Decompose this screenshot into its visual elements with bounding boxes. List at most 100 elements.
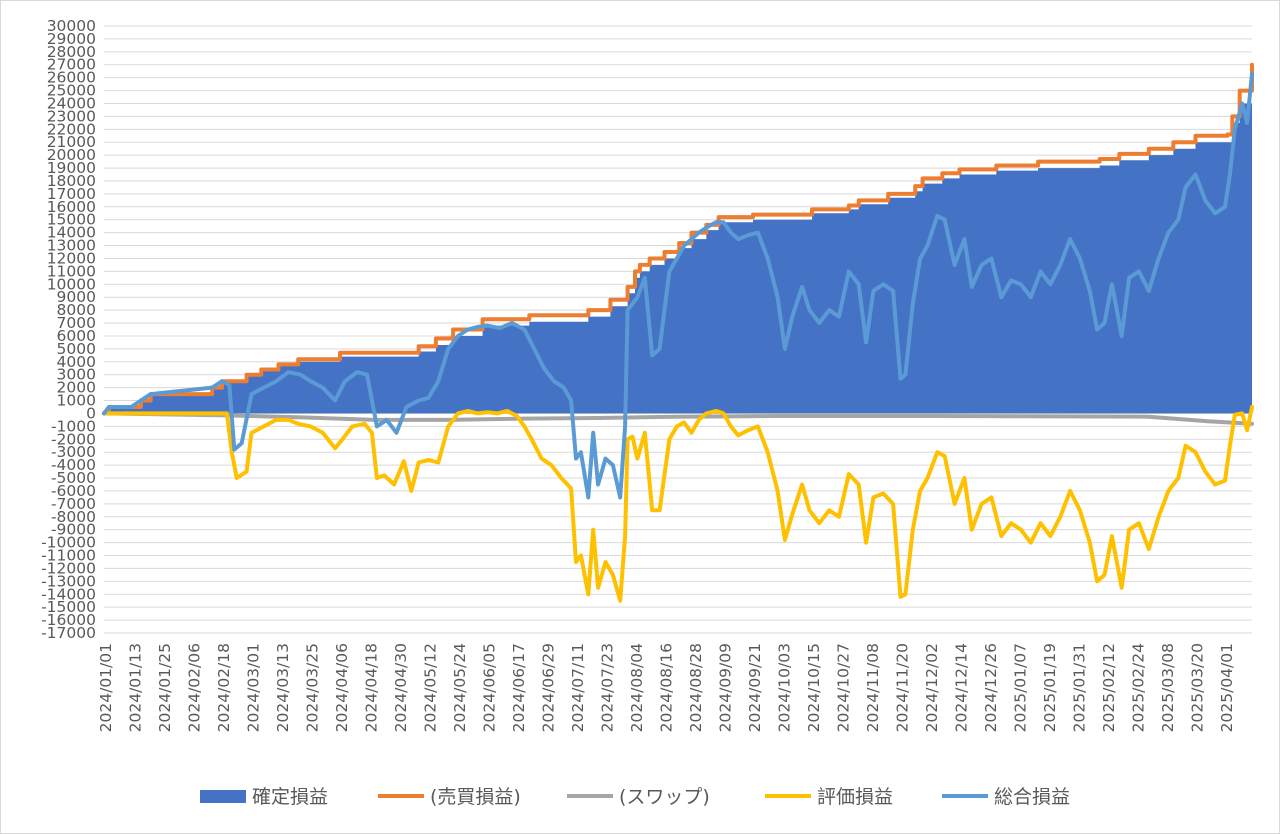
x-tick-label: 2024/06/17 [510, 643, 528, 732]
x-tick-label: 2025/01/19 [1041, 643, 1059, 732]
y-tick-label: 8000 [57, 301, 96, 319]
legend-swatch-confirmed-pl [200, 790, 246, 803]
x-tick-label: 2024/02/18 [215, 643, 233, 732]
y-tick-label: 10000 [47, 275, 96, 293]
y-tick-label: 17000 [47, 185, 96, 203]
x-tick-label: 2024/12/02 [923, 643, 941, 732]
plot-area [102, 62, 1254, 603]
y-tick-label: 3000 [57, 366, 96, 384]
y-tick-label: -8000 [51, 508, 96, 526]
y-tick-label: 2000 [57, 379, 96, 397]
y-tick-label: 4000 [57, 353, 96, 371]
y-tick-label: 25000 [47, 82, 96, 100]
x-tick-label: 2025/01/07 [1011, 643, 1029, 732]
x-tick-label: 2024/01/13 [126, 643, 144, 732]
x-tick-label: 2024/08/04 [628, 643, 646, 732]
y-tick-label: -6000 [51, 482, 96, 500]
x-tick-label: 2024/11/20 [893, 643, 911, 732]
y-tick-label: 16000 [47, 198, 96, 216]
series-trading-pl-line [102, 62, 1254, 416]
y-tick-label: 20000 [47, 146, 96, 164]
x-tick-label: 2025/02/24 [1129, 643, 1147, 732]
x-axis-tick-labels: 2024/01/01 2024/01/13 2024/01/25 2024/02/06… [97, 643, 1236, 732]
y-tick-label: 14000 [47, 224, 96, 242]
y-tick-label: 24000 [47, 94, 96, 112]
x-tick-label: 2024/03/01 [244, 643, 262, 732]
legend: 確定損益 (売買損益) (スワップ) 評価損益 総合損益 [200, 786, 1070, 808]
x-tick-label: 2024/06/05 [480, 643, 498, 732]
legend-label-confirmed-pl: 確定損益 [252, 786, 328, 808]
x-tick-label: 2024/05/12 [421, 643, 439, 732]
series-total-pl-line [102, 71, 1254, 500]
x-tick-label: 2024/04/30 [392, 643, 410, 732]
x-tick-label: 2024/03/13 [274, 643, 292, 732]
x-tick-label: 2024/03/25 [303, 643, 321, 732]
y-tick-label: 23000 [47, 107, 96, 125]
y-tick-label: -5000 [51, 469, 96, 487]
y-tick-label: 26000 [47, 69, 96, 87]
x-tick-label: 2025/03/08 [1159, 643, 1177, 732]
x-tick-label: 2025/02/12 [1100, 643, 1118, 732]
y-tick-label: -11000 [41, 547, 96, 565]
x-tick-label: 2024/08/16 [657, 643, 675, 732]
x-tick-label: 2024/12/26 [982, 643, 1000, 732]
x-tick-label: 2025/03/20 [1188, 643, 1206, 732]
y-tick-label: -14000 [41, 585, 96, 603]
x-tick-label: 2024/01/01 [97, 643, 115, 732]
y-tick-label: -15000 [41, 598, 96, 616]
x-tick-label: 2024/12/14 [952, 643, 970, 732]
y-tick-label: 13000 [47, 237, 96, 255]
y-tick-label: 15000 [47, 211, 96, 229]
y-tick-label: 11000 [47, 262, 96, 280]
x-tick-label: 2025/01/31 [1070, 643, 1088, 732]
y-tick-label: -13000 [41, 572, 96, 590]
x-tick-label: 2024/10/27 [834, 643, 852, 732]
y-tick-label: 30000 [47, 17, 96, 35]
x-tick-label: 2025/04/01 [1218, 643, 1236, 732]
series-unrealized-pl-line [102, 405, 1254, 603]
x-tick-label: 2024/04/18 [362, 643, 380, 732]
y-tick-label: -16000 [41, 611, 96, 629]
y-tick-label: 27000 [47, 56, 96, 74]
y-tick-label: -10000 [41, 534, 96, 552]
x-tick-label: 2024/04/06 [333, 643, 351, 732]
y-tick-label: 22000 [47, 120, 96, 138]
y-axis-tick-labels: -17000-16000-15000-14000-13000-12000-110… [41, 17, 96, 642]
y-tick-label: -9000 [51, 521, 96, 539]
x-tick-label: 2024/11/08 [864, 643, 882, 732]
y-tick-label: 0 [86, 404, 96, 422]
y-tick-label: 5000 [57, 340, 96, 358]
legend-label-unrealized-pl: 評価損益 [817, 786, 893, 808]
y-tick-label: 6000 [57, 327, 96, 345]
x-tick-label: 2024/08/28 [687, 643, 705, 732]
y-tick-label: -12000 [41, 559, 96, 577]
y-tick-label: -17000 [41, 624, 96, 642]
y-tick-label: 29000 [47, 30, 96, 48]
y-tick-label: 7000 [57, 314, 96, 332]
legend-label-swap: (スワップ) [619, 786, 710, 808]
y-tick-label: 19000 [47, 159, 96, 177]
x-tick-label: 2024/09/09 [716, 643, 734, 732]
legend-label-trading-pl: (売買損益) [430, 786, 521, 808]
series-swap-line [102, 411, 1254, 426]
x-tick-label: 2024/07/11 [569, 643, 587, 732]
legend-label-total-pl: 総合損益 [994, 786, 1070, 808]
y-tick-label: 28000 [47, 43, 96, 61]
y-tick-label: -2000 [51, 430, 96, 448]
y-tick-label: -7000 [51, 495, 96, 513]
x-tick-label: 2024/06/29 [539, 643, 557, 732]
y-tick-label: -4000 [51, 456, 96, 474]
y-tick-label: 12000 [47, 249, 96, 267]
y-tick-label: -3000 [51, 443, 96, 461]
x-tick-label: 2024/01/25 [156, 643, 174, 732]
y-tick-label: 1000 [57, 392, 96, 410]
x-tick-label: 2024/10/03 [775, 643, 793, 732]
y-tick-label: -1000 [51, 417, 96, 435]
x-tick-label: 2024/05/24 [451, 643, 469, 732]
x-tick-label: 2024/02/06 [185, 643, 203, 732]
y-tick-label: 21000 [47, 133, 96, 151]
x-tick-label: 2024/09/21 [746, 643, 764, 732]
series-confirmed-pl-area [104, 77, 1252, 414]
y-tick-label: 18000 [47, 172, 96, 190]
